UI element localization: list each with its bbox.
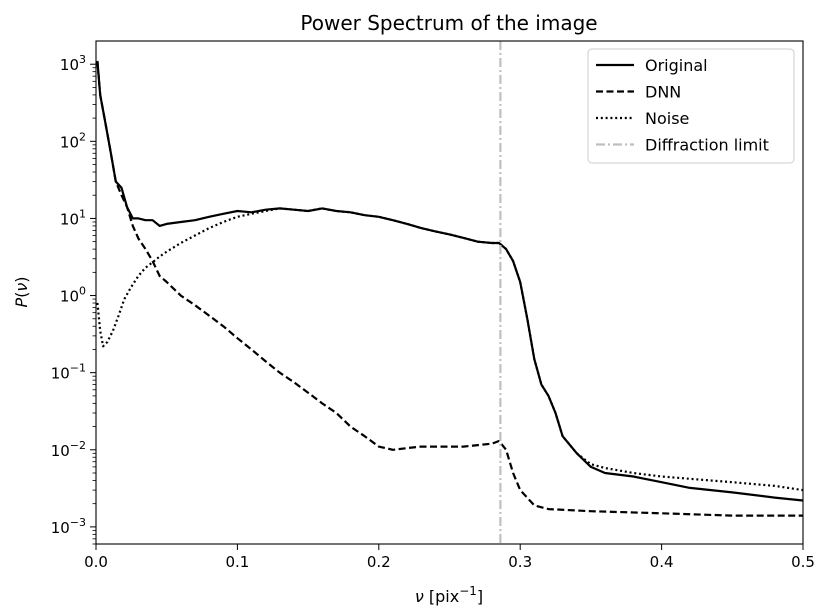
y-tick-label: 10−2	[51, 439, 86, 460]
x-tick-label: 0.4	[650, 553, 674, 571]
y-tick-label: 10−1	[51, 362, 86, 383]
x-tick-label: 0.1	[225, 553, 249, 571]
legend: Original DNN Noise Diffraction limit	[587, 48, 795, 164]
x-tick-label: 0.3	[508, 553, 532, 571]
y-tick-label: 101	[60, 207, 86, 228]
plot-frame	[95, 40, 804, 545]
series-line-dnn	[96, 60, 803, 517]
x-axis: 0.0 0.1 0.2 0.3 0.4 0.5	[84, 544, 815, 571]
legend-label-original: Original	[645, 56, 708, 75]
x-tick-label: 0.2	[367, 553, 391, 571]
series-line-original	[96, 60, 803, 502]
x-tick-label: 0.5	[791, 553, 815, 571]
chart-title: Power Spectrum of the image	[300, 11, 597, 35]
y-tick-label: 10−3	[51, 516, 86, 537]
x-tick-label: 0.0	[84, 553, 108, 571]
legend-box	[587, 48, 795, 164]
legend-label-dnn: DNN	[645, 83, 681, 102]
series-layer	[96, 41, 803, 544]
y-tick-label: 100	[60, 285, 86, 306]
y-axis-label: P(ν)	[12, 276, 31, 307]
y-tick-label: 103	[60, 53, 86, 74]
series-line-noise	[96, 207, 803, 492]
x-axis-label: ν [pix−1]	[415, 584, 483, 606]
legend-label-noise: Noise	[645, 109, 689, 128]
legend-label-diffraction-limit: Diffraction limit	[645, 136, 769, 155]
y-axis: 103 102 101 100 10−1 10−2 10−3	[51, 53, 96, 545]
y-tick-label: 102	[60, 130, 86, 151]
